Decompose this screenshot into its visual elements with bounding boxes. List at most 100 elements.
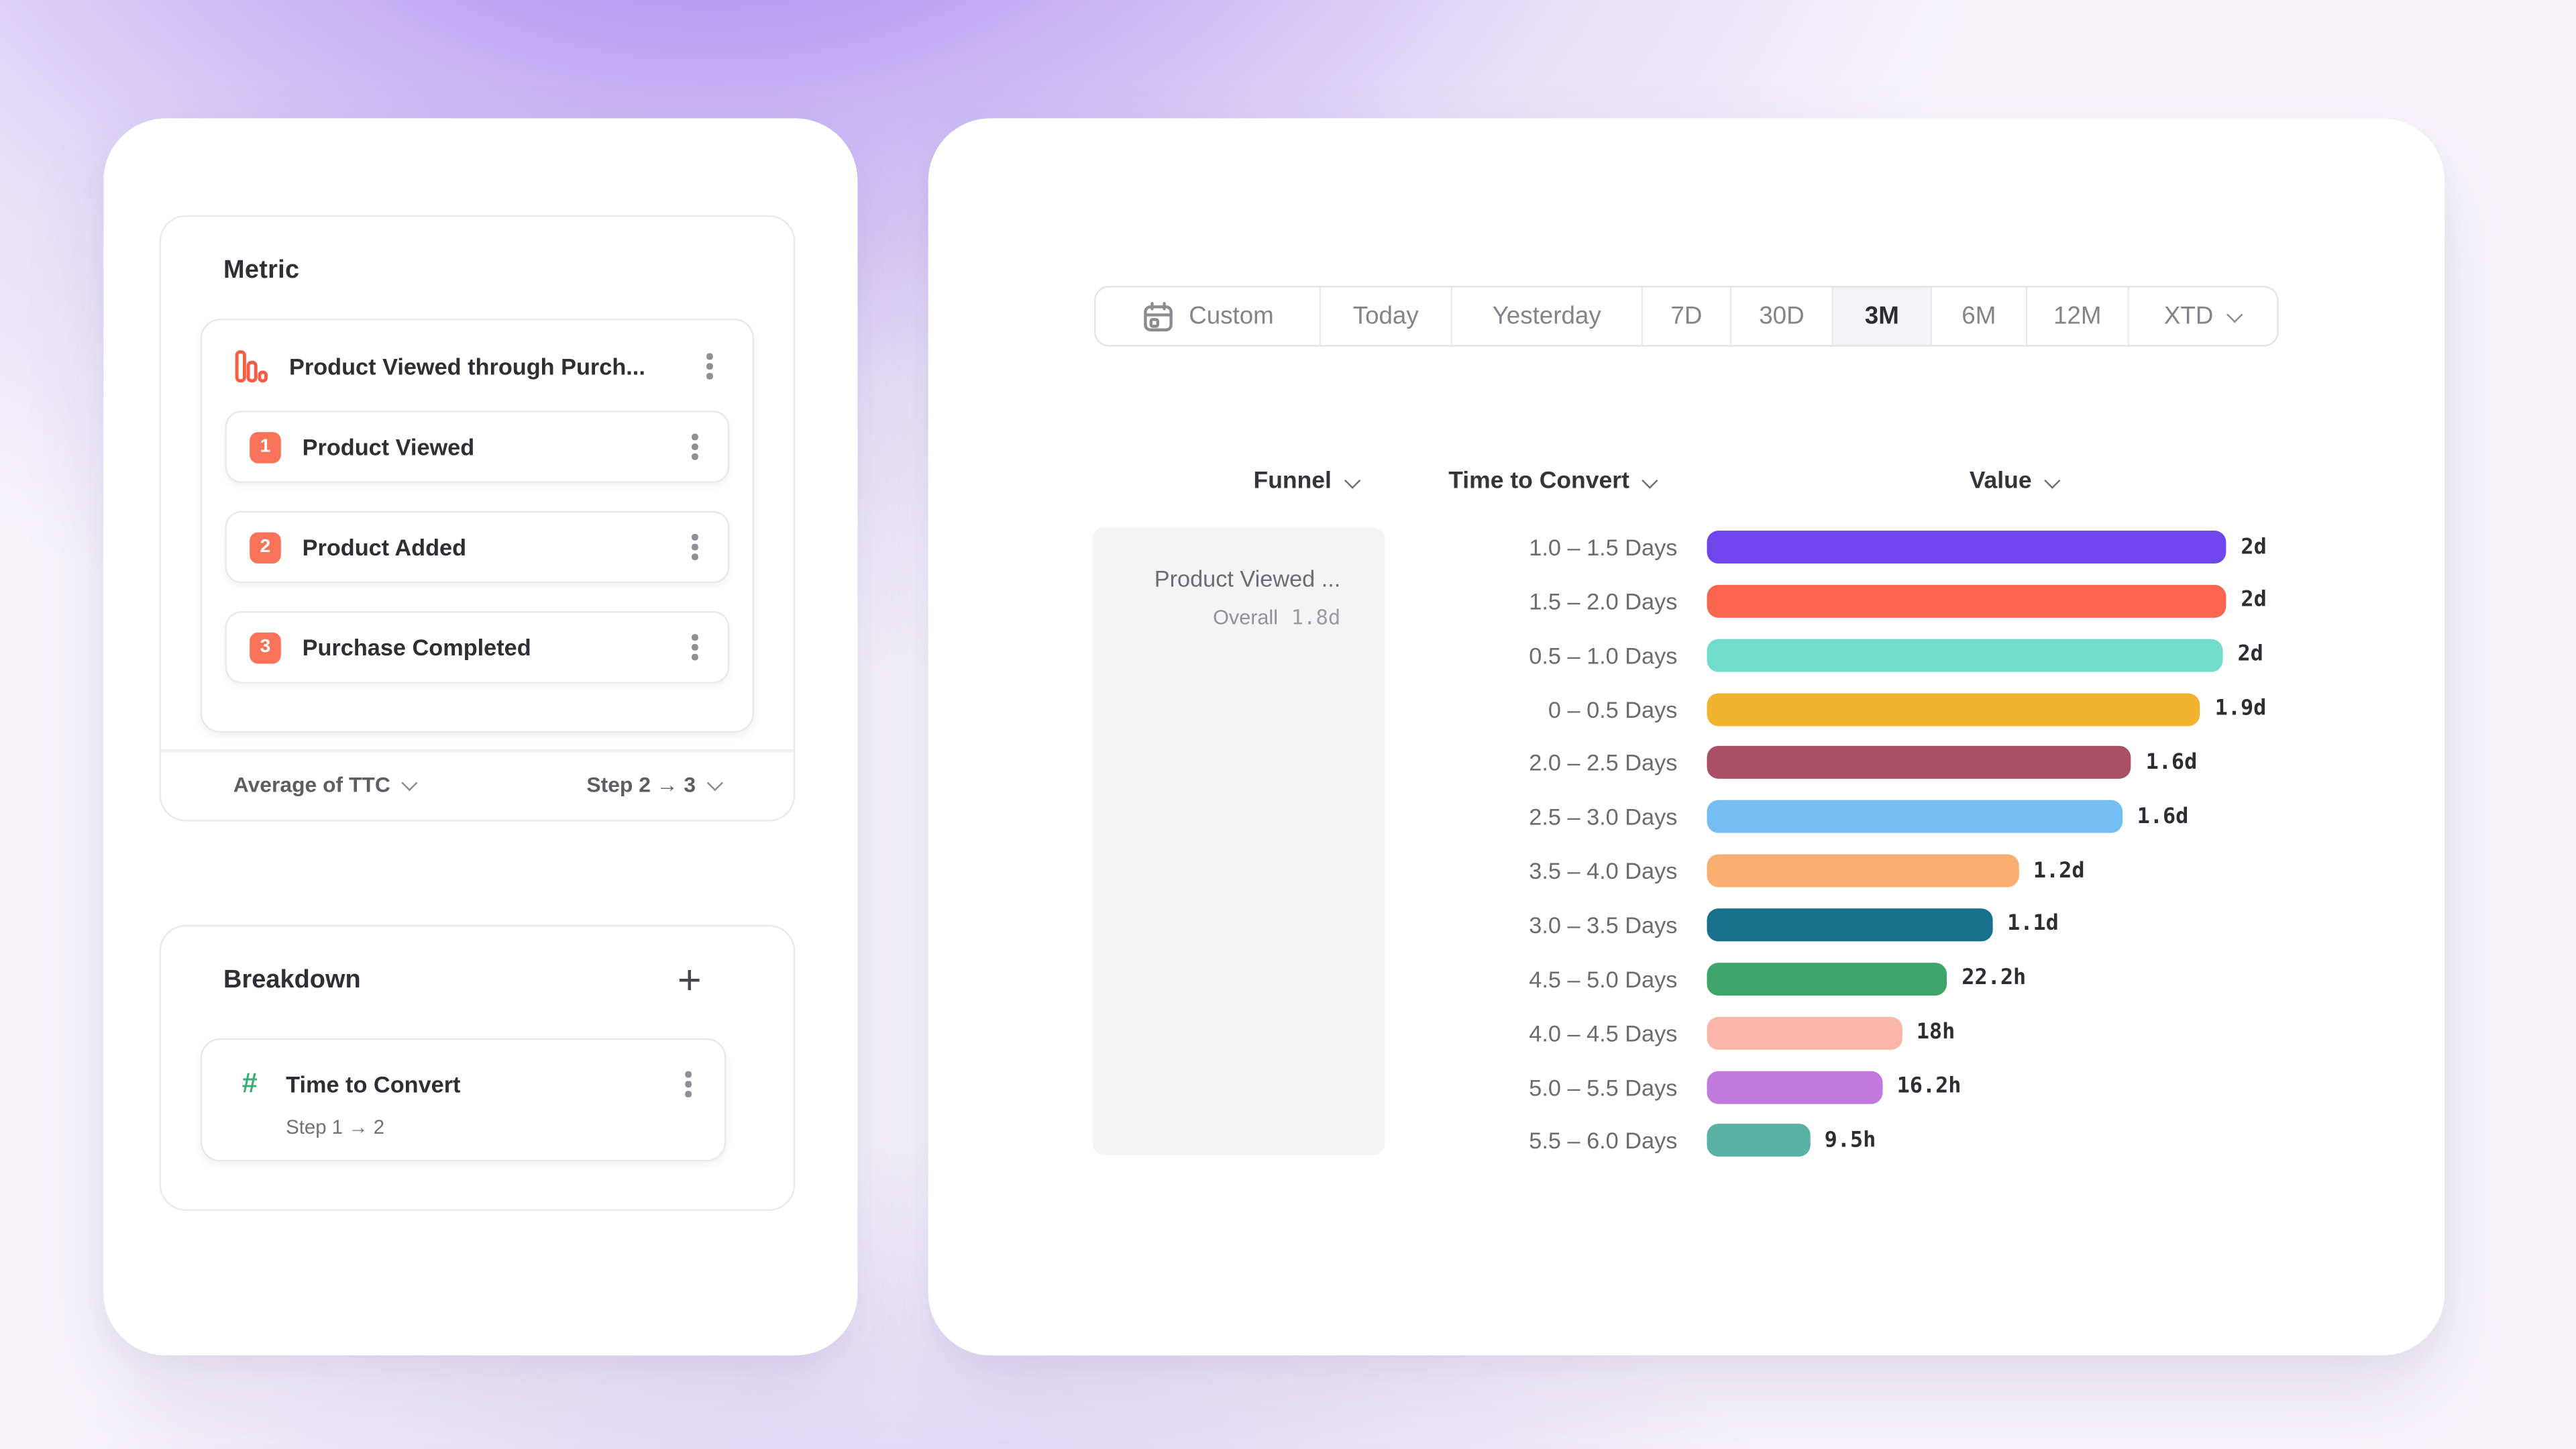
chart-row: 0.5 – 1.0 Days 2d: [1388, 638, 2387, 672]
chart-row: 5.5 – 6.0 Days 9.5h: [1388, 1124, 2387, 1157]
chart-row: 2.0 – 2.5 Days 1.6d: [1388, 746, 2387, 780]
date-range-picker: Custom Today Yesterday 7D 30D 3M 6M 12M …: [1094, 286, 2279, 347]
time-to-convert-column-header[interactable]: Time to Convert: [1388, 468, 1717, 494]
bucket-label: 2.5 – 3.0 Days: [1529, 804, 1678, 830]
step-menu-button[interactable]: [678, 425, 711, 468]
funnel-cell[interactable]: Product Viewed ... Overall 1.8d: [1092, 527, 1385, 1155]
value-label: 1.6d: [2137, 804, 2189, 830]
step-row-2[interactable]: 2 Product Added: [225, 511, 730, 584]
step-label: Product Viewed: [302, 433, 475, 460]
calendar-icon: [1141, 300, 1174, 333]
value-bar[interactable]: [1707, 746, 2131, 780]
bucket-label: 3.0 – 3.5 Days: [1529, 912, 1678, 938]
breakdown-item-card[interactable]: # Time to Convert Step 1 → 2: [200, 1038, 727, 1162]
query-builder-card: Metric Product Viewed through Purch...: [103, 118, 858, 1356]
date-option-6m[interactable]: 6M: [1930, 287, 2026, 345]
bucket-label: 1.0 – 1.5 Days: [1529, 533, 1678, 561]
bucket-label: 2.0 – 2.5 Days: [1529, 749, 1678, 776]
breakdown-label: Time to Convert: [286, 1071, 461, 1097]
date-option-label: 3M: [1864, 302, 1899, 331]
chevron-down-icon: [706, 775, 722, 791]
chart-row: 1.0 – 1.5 Days 2d: [1388, 531, 2387, 564]
date-option-xtd[interactable]: XTD: [2127, 287, 2277, 345]
chevron-down-icon: [2044, 472, 2059, 488]
breakdown-header: Breakdown +: [161, 926, 794, 1004]
overall-label: Overall: [1213, 606, 1279, 629]
step-row-3[interactable]: 3 Purchase Completed: [225, 611, 730, 684]
funnel-metric-card: Product Viewed through Purch... 1 Produc…: [200, 319, 755, 733]
value-label: 1.6d: [2145, 750, 2198, 775]
bucket-label: 4.5 – 5.0 Days: [1529, 965, 1678, 992]
value-label: 1.2d: [2033, 858, 2085, 883]
funnel-metric-header[interactable]: Product Viewed through Purch...: [202, 321, 752, 411]
date-option-label: 30D: [1759, 302, 1805, 331]
value-label: 2d: [2237, 643, 2263, 667]
value-label: 9.5h: [1824, 1128, 1876, 1153]
step-number-badge: 2: [250, 531, 281, 563]
date-option-label: XTD: [2163, 302, 2214, 331]
chart-row: 4.5 – 5.0 Days 22.2h: [1388, 962, 2387, 996]
value-bar[interactable]: [1707, 1124, 1810, 1157]
funnel-column-header[interactable]: Funnel: [1183, 468, 1429, 494]
date-option-30d[interactable]: 30D: [1729, 287, 1832, 345]
bucket-label: 4.0 – 4.5 Days: [1529, 1019, 1678, 1046]
funnel-name: Product Viewed ...: [1154, 565, 1341, 592]
value-bar[interactable]: [1707, 531, 2226, 564]
date-option-label: 12M: [2053, 302, 2102, 331]
date-option-yesterday[interactable]: Yesterday: [1450, 287, 1642, 345]
chart-row: 0 – 0.5 Days 1.9d: [1388, 692, 2387, 726]
date-option-12m[interactable]: 12M: [2025, 287, 2128, 345]
value-label: 1.9d: [2214, 696, 2267, 722]
date-option-today[interactable]: Today: [1319, 287, 1451, 345]
step-range-dropdown[interactable]: Step 2 → 3: [586, 772, 722, 797]
step-number-badge: 1: [250, 431, 281, 463]
metric-section-title: Metric: [223, 256, 300, 284]
value-bar[interactable]: [1707, 962, 1947, 996]
bucket-label: 5.0 – 5.5 Days: [1529, 1073, 1678, 1100]
date-option-label: Custom: [1189, 302, 1274, 331]
hash-icon: #: [241, 1067, 258, 1099]
value-bar[interactable]: [1707, 854, 2019, 888]
breakdown-step-detail: Step 1 → 2: [286, 1115, 385, 1139]
step-row-1[interactable]: 1 Product Viewed: [225, 411, 730, 484]
date-option-3m[interactable]: 3M: [1831, 287, 1931, 345]
value-bar[interactable]: [1707, 584, 2226, 618]
value-column-header[interactable]: Value: [1850, 468, 2179, 494]
chart-row: 3.0 – 3.5 Days 1.1d: [1388, 908, 2387, 942]
step-menu-button[interactable]: [678, 526, 711, 569]
step-menu-button[interactable]: [678, 626, 711, 669]
date-option-custom[interactable]: Custom: [1095, 287, 1320, 345]
value-label: 18h: [1916, 1020, 1955, 1045]
value-bar[interactable]: [1707, 1070, 1882, 1104]
value-bar[interactable]: [1707, 908, 1993, 942]
bucket-label: 0 – 0.5 Days: [1548, 696, 1678, 722]
bucket-label: 1.5 – 2.0 Days: [1529, 588, 1678, 614]
step-label: Product Added: [302, 533, 467, 561]
value-bar[interactable]: [1707, 1016, 1902, 1050]
metric-menu-button[interactable]: [693, 345, 726, 388]
aggregation-label: Average of TTC: [233, 772, 390, 797]
value-bar[interactable]: [1707, 638, 2223, 672]
date-option-7d[interactable]: 7D: [1641, 287, 1730, 345]
chevron-down-icon: [1344, 472, 1360, 488]
value-bar[interactable]: [1707, 800, 2123, 834]
metric-section: Metric Product Viewed through Purch...: [159, 215, 796, 822]
step-label: Purchase Completed: [302, 634, 531, 661]
bucket-label: 5.5 – 6.0 Days: [1529, 1127, 1678, 1155]
chart-row: 5.0 – 5.5 Days 16.2h: [1388, 1070, 2387, 1104]
breakdown-menu-button[interactable]: [672, 1063, 705, 1106]
chart-row: 4.0 – 4.5 Days 18h: [1388, 1016, 2387, 1050]
bucket-label: 3.5 – 4.0 Days: [1529, 857, 1678, 884]
add-breakdown-button[interactable]: +: [677, 957, 702, 1004]
column-header-label: Value: [1969, 468, 2032, 495]
metric-name: Product Viewed through Purch...: [289, 353, 645, 380]
step-number-badge: 3: [250, 631, 281, 663]
value-bar[interactable]: [1707, 692, 2200, 726]
step-range-label: Step 2 → 3: [586, 772, 696, 797]
value-label: 16.2h: [1896, 1074, 1962, 1099]
chart-row: 3.5 – 4.0 Days 1.2d: [1388, 854, 2387, 888]
aggregation-dropdown[interactable]: Average of TTC: [233, 772, 417, 797]
bucket-label: 0.5 – 1.0 Days: [1529, 641, 1678, 668]
column-header-label: Funnel: [1253, 468, 1332, 495]
